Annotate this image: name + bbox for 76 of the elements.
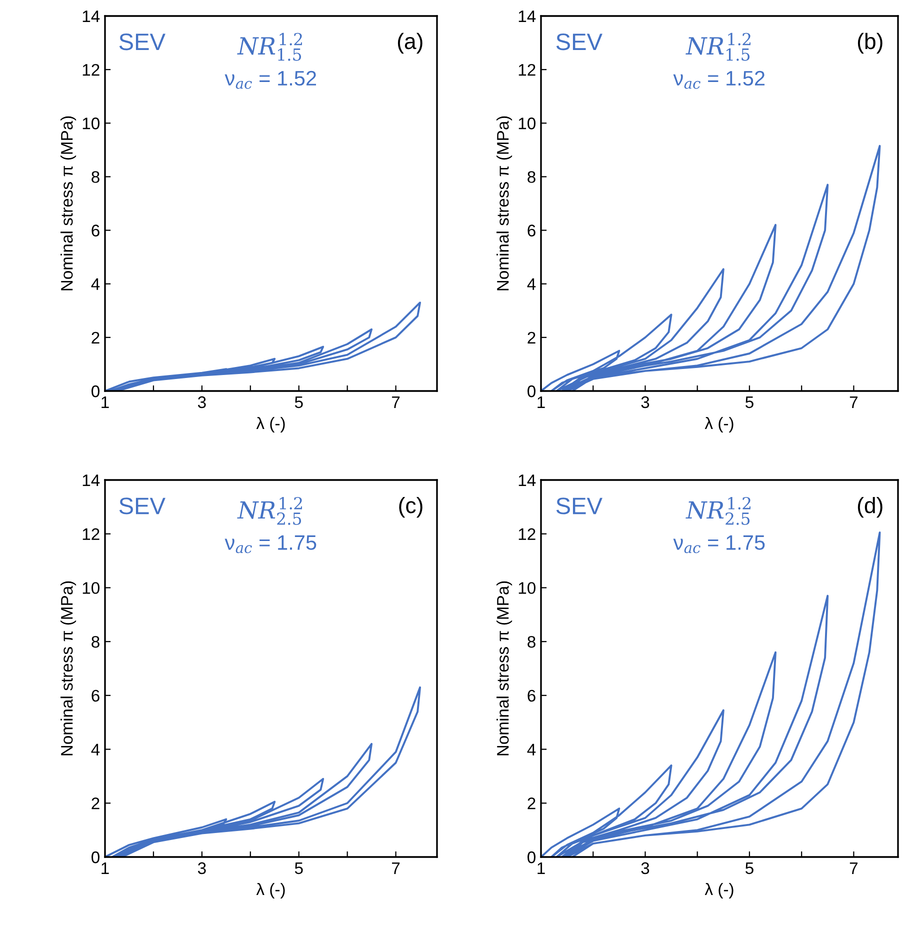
y-axis-title: Nominal stress π (MPa) <box>60 116 76 290</box>
annotation: NR$^{1.2}$$_{1.5}$ <box>686 32 750 61</box>
y-tick-label: 2 <box>528 332 536 344</box>
annotation: SEV <box>119 34 166 50</box>
line-series <box>541 144 881 391</box>
y-tick-label: 8 <box>528 636 536 648</box>
y-tick-label: 12 <box>82 64 100 76</box>
y-tick-label: 6 <box>528 690 536 702</box>
y-axis-title: Nominal stress π (MPa) <box>496 581 512 756</box>
x-tick-label: 3 <box>198 396 206 408</box>
x-tick-label: 7 <box>850 396 858 408</box>
x-tick-label: 7 <box>850 862 858 874</box>
line-series <box>105 302 422 391</box>
x-tick-label: 3 <box>641 862 650 874</box>
x-tick-label: 3 <box>198 862 206 874</box>
x-tick-label: 1 <box>538 396 545 408</box>
y-tick-label: 0 <box>92 385 100 398</box>
x-axis-title: λ (-) <box>704 416 734 432</box>
annotation: NR$^{1.2}$$_{2.5}$ <box>237 496 302 525</box>
y-tick-label: 0 <box>92 851 100 864</box>
x-axis-title: λ (-) <box>256 416 285 432</box>
y-tick-label: 10 <box>82 582 100 594</box>
x-tick-label: 1 <box>102 862 109 874</box>
y-tick-label: 14 <box>518 474 536 486</box>
y-tick-label: 8 <box>92 171 100 183</box>
y-tick-label: 10 <box>82 118 100 130</box>
x-tick-label: 7 <box>392 396 400 408</box>
annotation: (b) <box>858 32 882 54</box>
annotation: NR$^{1.2}$$_{1.5}$ <box>237 32 302 61</box>
x-tick-label: 1 <box>102 396 109 408</box>
y-tick-label: 14 <box>82 10 100 22</box>
y-tick-label: 8 <box>528 171 536 183</box>
y-tick-label: 4 <box>91 278 100 290</box>
annotation: SEV <box>556 498 602 514</box>
annotation: (d) <box>858 496 882 518</box>
x-tick-label: 5 <box>746 862 754 874</box>
y-tick-label: 2 <box>92 332 100 344</box>
annotation: ν$_{ac}$ = 1.52 <box>224 70 316 89</box>
x-tick-label: 3 <box>641 396 650 408</box>
annotation: NR$^{1.2}$$_{2.5}$ <box>686 496 750 525</box>
x-tick-label: 1 <box>538 862 545 874</box>
annotation: (c) <box>399 496 422 518</box>
y-tick-label: 4 <box>527 744 536 756</box>
y-tick-label: 0 <box>528 851 536 864</box>
y-tick-label: 6 <box>92 224 100 236</box>
y-tick-label: 14 <box>518 10 536 22</box>
x-axis-title: λ (-) <box>256 882 285 898</box>
y-tick-label: 14 <box>82 474 100 486</box>
y-tick-label: 10 <box>518 118 536 130</box>
annotation: SEV <box>119 498 166 514</box>
y-tick-label: 10 <box>518 582 536 594</box>
annotation: SEV <box>556 34 602 50</box>
annotation: ν$_{ac}$ = 1.75 <box>673 535 765 554</box>
annotation: ν$_{ac}$ = 1.75 <box>224 535 316 554</box>
line-series <box>541 532 881 857</box>
x-tick-label: 5 <box>746 396 754 408</box>
y-tick-label: 12 <box>518 528 536 540</box>
y-tick-label: 12 <box>518 64 536 76</box>
x-tick-label: 7 <box>392 862 400 874</box>
y-axis-title: Nominal stress π (MPa) <box>60 581 76 756</box>
y-tick-label: 12 <box>82 528 100 540</box>
annotation: (a) <box>398 32 422 54</box>
y-tick-label: 4 <box>91 744 100 756</box>
y-tick-label: 4 <box>527 278 536 290</box>
line-series <box>105 686 422 857</box>
x-tick-label: 5 <box>294 862 303 874</box>
x-tick-label: 5 <box>294 396 303 408</box>
y-tick-label: 8 <box>92 636 100 648</box>
y-axis-title: Nominal stress π (MPa) <box>496 116 512 290</box>
y-tick-label: 2 <box>92 798 100 810</box>
x-axis-title: λ (-) <box>704 882 734 898</box>
annotation: ν$_{ac}$ = 1.52 <box>673 70 765 89</box>
y-tick-label: 0 <box>528 385 536 398</box>
y-tick-label: 2 <box>528 798 536 810</box>
y-tick-label: 6 <box>528 224 536 236</box>
y-tick-label: 6 <box>92 690 100 702</box>
